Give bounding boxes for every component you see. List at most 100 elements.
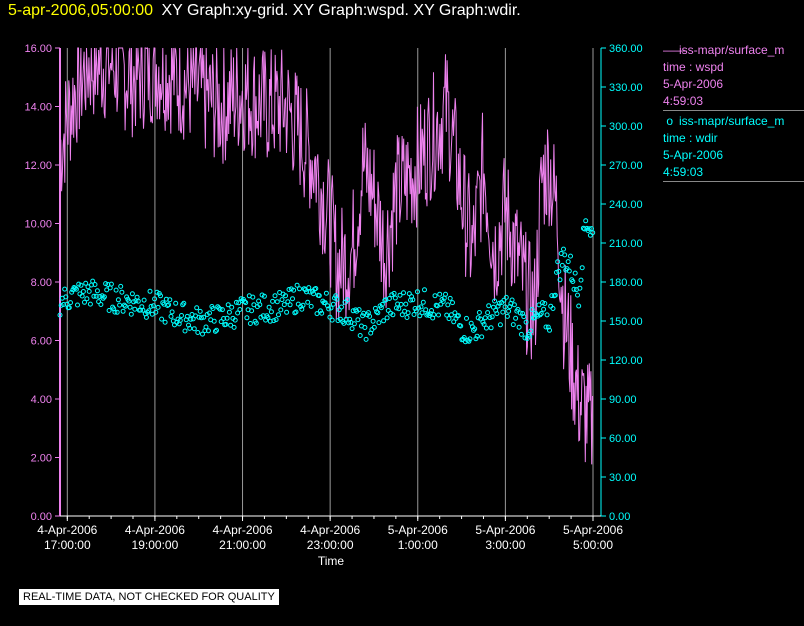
wdir-point [173, 300, 179, 306]
wdir-point [284, 309, 290, 315]
wdir-point [586, 226, 592, 232]
wdir-point [279, 297, 285, 303]
wdir-point [147, 288, 153, 294]
y-right-tick-label: 0.00 [609, 511, 630, 523]
wdir-point [557, 277, 563, 283]
wdir-point [445, 302, 451, 308]
wdir-point [131, 299, 137, 305]
wdir-point [461, 335, 467, 340]
wdir-point [73, 286, 79, 292]
wdir-point [511, 302, 517, 308]
wdir-point [371, 324, 377, 330]
y-right-tick-label: 180.00 [609, 277, 643, 289]
x-tick-label-date: 5-Apr-2006 [563, 523, 623, 537]
wdir-point [117, 302, 123, 308]
wdir-point [83, 280, 89, 286]
wdir-point [464, 315, 469, 321]
y-right-tick-label: 120.00 [609, 355, 643, 367]
wdir-point [528, 328, 534, 334]
wdir-point [485, 310, 491, 316]
wdir-point [162, 319, 168, 325]
wdir-point [411, 312, 417, 317]
line-marker-icon: —— [663, 43, 687, 57]
y-left-tick-label: 2.00 [31, 453, 52, 465]
wdir-point [188, 316, 194, 322]
wdir-point [384, 315, 390, 321]
wdir-point [293, 309, 299, 315]
wdir-point [57, 312, 63, 318]
wdir-point [381, 318, 387, 324]
legend-wdir-name: iss-mapr/surface_m [679, 114, 785, 128]
wdir-point [513, 315, 519, 321]
wdir-point [544, 312, 550, 318]
wdir-point [132, 306, 138, 312]
wdir-point [517, 310, 523, 316]
wdir-point [556, 268, 562, 274]
wdir-point [113, 287, 119, 293]
wdir-point [313, 286, 319, 291]
circle-marker-icon: o [663, 114, 674, 128]
wdir-point [236, 300, 242, 306]
legend: ——iss-mapr/surface_m time : wspd 5-Apr-2… [663, 40, 804, 182]
wdir-point [191, 326, 197, 332]
wdir-point [438, 301, 444, 307]
wdir-point [190, 316, 196, 322]
wdir-point [571, 286, 577, 292]
wdir-point [167, 297, 173, 303]
wdir-point [349, 326, 355, 332]
wdir-point [341, 320, 347, 326]
wdir-point [153, 309, 159, 315]
wdir-point [542, 301, 548, 306]
y-right-tick-label: 330.00 [609, 82, 643, 94]
wdir-point [458, 323, 464, 329]
legend-wspd-name: iss-mapr/surface_m [679, 43, 785, 57]
wdir-point [232, 317, 238, 323]
wdir-point [420, 299, 426, 305]
y-right-tick-label: 360.00 [609, 43, 643, 55]
wdir-point [374, 309, 380, 315]
wdir-point [224, 315, 230, 321]
wdir-point [392, 295, 398, 301]
wdir-point [158, 293, 163, 299]
wdir-point [474, 333, 480, 339]
wdir-point [129, 291, 135, 297]
wdir-point [250, 294, 256, 300]
wdir-point [555, 259, 561, 265]
wdir-point [120, 308, 126, 314]
wdir-point [418, 304, 424, 310]
wdir-point [473, 336, 479, 342]
y-right-tick-label: 150.00 [609, 316, 643, 328]
x-tick-label-date: 4-Apr-2006 [125, 523, 185, 537]
wdir-point [446, 316, 452, 322]
legend-wspd-time: 4:59:03 [663, 94, 704, 108]
wdir-point [91, 293, 97, 299]
wdir-point [124, 294, 130, 300]
wdir-point [223, 321, 229, 327]
wdir-point [578, 277, 584, 283]
wdir-point [285, 299, 291, 305]
wdir-point [577, 285, 583, 291]
wdir-point [184, 313, 190, 319]
wdir-point [229, 304, 235, 310]
x-tick-label-date: 4-Apr-2006 [37, 523, 97, 537]
y-left-tick-label: 8.00 [31, 277, 52, 289]
wdir-point [540, 300, 545, 306]
wdir-point [62, 286, 68, 292]
y-left-tick-label: 12.00 [24, 160, 52, 172]
wdir-point [75, 302, 80, 308]
wdir-point [276, 312, 281, 318]
wdir-point [375, 310, 381, 316]
wdir-point [228, 322, 234, 328]
wdir-point [527, 333, 533, 339]
wdir-point [523, 319, 529, 325]
wdir-point [84, 296, 90, 302]
header-titles: XY Graph:xy-grid. XY Graph:wspd. XY Grap… [161, 2, 521, 19]
wdir-point [554, 269, 559, 275]
wdir-point [314, 311, 320, 317]
wdir-point [370, 318, 376, 324]
wdir-point [417, 313, 423, 319]
wdir-point [235, 310, 241, 316]
wdir-point [94, 288, 100, 294]
legend-wdir: o iss-mapr/surface_m time : wdir 5-Apr-20… [663, 111, 804, 182]
